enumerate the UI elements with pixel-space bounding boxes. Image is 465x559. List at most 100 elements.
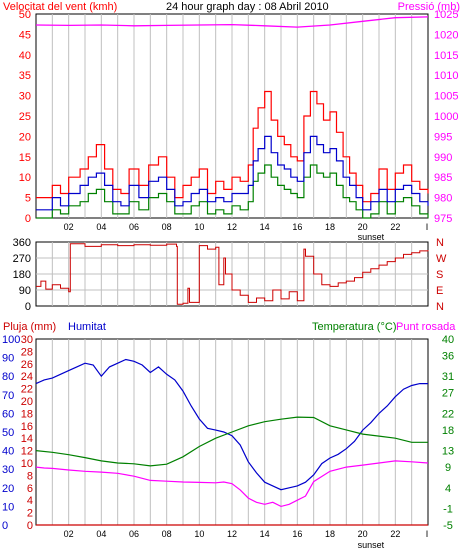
rain-tick-label: 8 — [27, 470, 33, 482]
wind-speed-axis: 0 5 10 15 20 25 30 35 40 45 50 — [19, 9, 31, 225]
humidity-tick-label: 40 — [2, 446, 14, 458]
humidity-tick-label: 80 — [2, 371, 14, 383]
bottom-hour-tick-label: 22 — [390, 529, 400, 539]
compass-label: W — [436, 253, 447, 265]
temperature-tick-label: -5 — [443, 520, 453, 532]
wind-pressure-series — [35, 16, 429, 219]
rain-tick-label: 20 — [21, 396, 33, 408]
pressure-tick-label: 1000 — [434, 111, 458, 123]
wind-direction-series — [36, 243, 429, 305]
humidity-tick-label: 70 — [2, 390, 14, 402]
top-hour-tick-label: 16 — [292, 222, 302, 232]
pressure-tick-label: 1015 — [434, 50, 458, 62]
wind-speed-tick-label: 15 — [19, 152, 31, 164]
rain-tick-label: 6 — [27, 483, 33, 495]
bottom-hour-end-tick: I — [426, 529, 429, 539]
temperature-line — [35, 416, 428, 467]
dew-point-line — [35, 460, 429, 508]
top-hour-tick-label: 08 — [162, 222, 172, 232]
rain-tick-label: 0 — [27, 520, 33, 532]
bottom-series — [35, 358, 429, 526]
compass-label: N — [436, 301, 444, 313]
rain-tick-label: 18 — [21, 408, 33, 420]
rain-tick-label: 4 — [27, 495, 33, 507]
sunset-marker-top: sunset — [358, 232, 385, 242]
top-hour-end-tick: I — [426, 222, 429, 232]
humidity-line — [35, 358, 428, 491]
temperature-axis: -5 -1 4 9 13 18 22 27 31 36 40 — [442, 334, 454, 532]
bottom-hour-tick-label: 18 — [325, 529, 335, 539]
compass-label: S — [436, 269, 443, 281]
pressure-axis-title: Pressió (mb) — [398, 1, 460, 13]
pressure-tick-label: 1020 — [434, 29, 458, 41]
humidity-tick-label: 20 — [2, 483, 14, 495]
bottom-hour-tick-label: 14 — [260, 529, 270, 539]
humidity-axis: 0 10 20 30 40 50 60 70 80 90 100 — [2, 334, 20, 532]
wind-speed-tick-label: 35 — [19, 70, 31, 82]
wind-low-line — [36, 164, 429, 219]
direction-tick-label: 90 — [19, 285, 31, 297]
pressure-tick-label: 980 — [434, 193, 452, 205]
bottom-hour-tick-label: 10 — [194, 529, 204, 539]
top-hour-tick-label: 06 — [129, 222, 139, 232]
compass-label: N — [436, 237, 444, 249]
pressure-tick-label: 1010 — [434, 70, 458, 82]
wind-speed-tick-label: 0 — [25, 213, 31, 225]
temperature-tick-label: 13 — [442, 446, 454, 458]
rain-tick-label: 30 — [21, 334, 33, 346]
top-hour-tick-label: 20 — [358, 222, 368, 232]
rain-tick-label: 22 — [21, 384, 33, 396]
pressure-tick-label: 1005 — [434, 91, 458, 103]
direction-tick-label: 0 — [25, 301, 31, 313]
bottom-hour-tick-label: 04 — [96, 529, 106, 539]
humidity-tick-label: 50 — [2, 427, 14, 439]
top-hour-tick-label: 02 — [64, 222, 74, 232]
wind-speed-tick-label: 5 — [25, 193, 31, 205]
temperature-tick-label: 36 — [442, 351, 454, 363]
wind-speed-tick-label: 45 — [19, 29, 31, 41]
bottom-hour-tick-label: 12 — [227, 529, 237, 539]
temperature-tick-label: 4 — [445, 483, 451, 495]
rain-axis-title: Pluja (mm) — [3, 321, 56, 333]
wind-speed-axis-title: Velocitat del vent (kmh) — [3, 1, 117, 13]
temperature-axis-title: Temperatura (°C) — [312, 321, 396, 333]
chart-title: 24 hour graph day : 08 Abril 2010 — [166, 1, 329, 13]
wind-speed-tick-label: 25 — [19, 111, 31, 123]
wind-average-line — [36, 135, 429, 211]
pressure-tick-label: 975 — [434, 213, 452, 225]
wind-speed-tick-label: 20 — [19, 131, 31, 143]
bottom-hour-tick-label: 02 — [64, 529, 74, 539]
bottom-gridlines — [51, 339, 413, 525]
humidity-tick-label: 100 — [2, 334, 20, 346]
temperature-tick-label: 9 — [445, 462, 451, 474]
rain-tick-label: 24 — [21, 371, 33, 383]
rain-tick-label: 2 — [27, 508, 33, 520]
pressure-tick-label: 995 — [434, 131, 452, 143]
rain-tick-label: 26 — [21, 359, 33, 371]
rain-tick-label: 10 — [21, 458, 33, 470]
humidity-tick-label: 10 — [2, 501, 14, 513]
direction-degrees-axis: 0 90 180 270 360 — [13, 237, 31, 313]
bottom-hour-tick-label: 16 — [292, 529, 302, 539]
temperature-tick-label: 18 — [442, 425, 454, 437]
pressure-axis: 975 980 985 990 995 1000 1005 1010 1015 1020 1025 — [434, 9, 458, 225]
temperature-tick-label: -1 — [443, 503, 453, 515]
rain-tick-label: 28 — [21, 346, 33, 358]
top-hour-tick-label: 18 — [325, 222, 335, 232]
humidity-tick-label: 60 — [2, 408, 14, 420]
wind-speed-tick-label: 40 — [19, 50, 31, 62]
pressure-line — [35, 16, 429, 28]
dew-point-axis-title: Punt rosada — [396, 321, 456, 333]
temperature-tick-label: 40 — [442, 334, 454, 346]
wind-speed-tick-label: 50 — [19, 9, 31, 21]
pressure-tick-label: 1025 — [434, 9, 458, 21]
top-hour-tick-label: 10 — [194, 222, 204, 232]
humidity-tick-label: 90 — [2, 353, 14, 365]
